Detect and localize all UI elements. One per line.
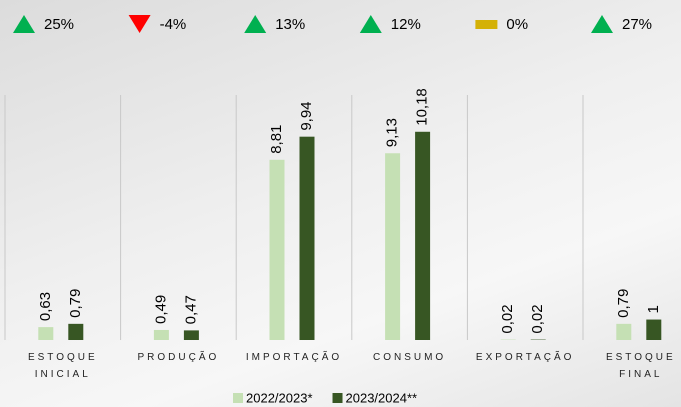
value-label: 0,49	[152, 295, 169, 324]
x-tick-label: IMPORTAÇÃO	[245, 352, 343, 363]
value-label: 9,94	[298, 101, 315, 130]
bar	[385, 153, 401, 340]
bar	[415, 131, 431, 340]
x-tick-label: ESTOQUE INICIAL	[27, 352, 98, 380]
value-label: 9,13	[384, 118, 401, 147]
legend-label: 2022/2023*	[246, 390, 313, 405]
change-label: 27%	[622, 16, 652, 33]
change-label: 25%	[44, 16, 74, 33]
value-label: 1	[645, 305, 662, 313]
value-label: 8,81	[268, 125, 285, 154]
value-label: 0,63	[37, 292, 54, 321]
bar	[38, 327, 54, 340]
bar	[153, 329, 169, 340]
change-up-marker	[591, 15, 613, 33]
x-tick-label: PRODUÇÃO	[137, 352, 220, 363]
change-up-marker	[13, 15, 35, 33]
x-tick-label: ESTOQUE FINAL	[605, 352, 676, 380]
bar	[68, 323, 84, 340]
bar	[299, 136, 315, 340]
change-label: 13%	[275, 16, 305, 33]
value-label: 0,47	[182, 295, 199, 324]
x-tick-label: EXPORTAÇÃO	[475, 352, 575, 363]
change-down-marker	[128, 15, 151, 33]
bar	[183, 330, 199, 340]
bar	[269, 159, 285, 340]
change-label: 12%	[391, 16, 421, 33]
value-label: 0,02	[499, 304, 516, 333]
x-tick-label: CONSUMO	[372, 352, 447, 363]
bar	[616, 323, 632, 340]
change-label: 0%	[506, 16, 528, 33]
change-label: -4%	[160, 16, 187, 33]
value-label: 0,79	[615, 289, 632, 318]
value-label: 0,02	[529, 304, 546, 333]
legend-label: 2023/2024**	[346, 390, 418, 405]
legend-swatch	[332, 393, 343, 403]
bar	[646, 319, 662, 340]
value-label: 10,18	[414, 88, 431, 126]
change-flat-marker	[475, 20, 498, 29]
legend-swatch	[233, 393, 243, 403]
change-up-marker	[244, 15, 267, 33]
change-up-marker	[359, 15, 382, 33]
value-label: 0,79	[67, 289, 84, 318]
